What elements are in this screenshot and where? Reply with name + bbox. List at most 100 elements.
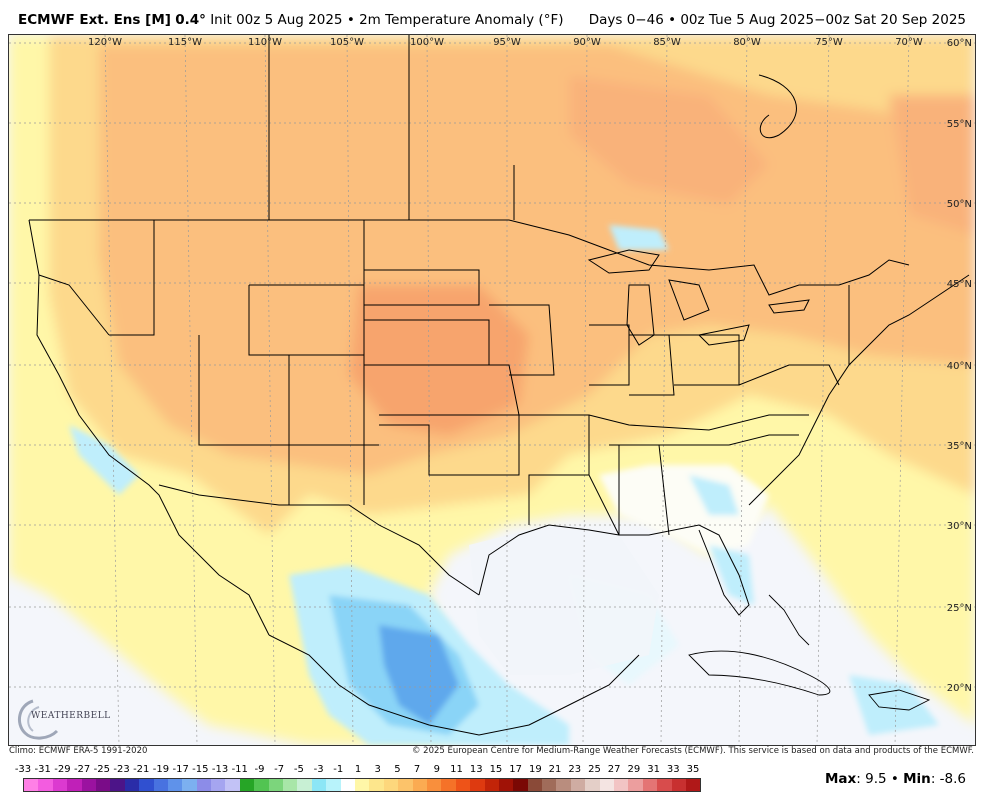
scale-swatch (326, 779, 341, 791)
scale-swatch (642, 779, 658, 791)
scale-swatch (628, 779, 643, 791)
scale-label: -15 (192, 764, 209, 775)
model-resolution: 0.4° (175, 12, 206, 28)
scale-label: -5 (293, 764, 304, 775)
stats-bullet: • (886, 771, 904, 787)
scale-swatch (124, 779, 140, 791)
svg-text:40°N: 40°N (947, 361, 972, 372)
scale-swatch (470, 779, 485, 791)
title-bullet-2: • (668, 12, 677, 28)
scale-label: 1 (354, 764, 362, 775)
scale-swatch (38, 779, 53, 791)
scale-label: -23 (113, 764, 130, 775)
scale-swatch (167, 779, 183, 791)
political-boundaries (28, 35, 970, 736)
scale-label: -33 (14, 764, 32, 775)
svg-text:75°W: 75°W (815, 37, 843, 48)
color-scale-labels: -33 -31 -29 -27 -25 -23 -21 -19 -17 -15 -13 -11 -9 -7… (14, 764, 714, 776)
init-time: Init 00z 5 Aug 2025 (210, 12, 343, 28)
scale-swatch (599, 779, 615, 791)
scale-swatch (513, 779, 528, 791)
scale-swatch (614, 779, 629, 791)
anomaly-field (9, 35, 975, 745)
scale-swatch (67, 779, 82, 791)
scale-label: -1 (333, 764, 344, 775)
weatherbell-logo: WEATHERBELL (13, 697, 110, 741)
min-value: : -8.6 (930, 771, 966, 787)
map-title: ECMWF Ext. Ens [M] 0.4° Init 00z 5 Aug 2… (18, 12, 564, 28)
svg-text:95°W: 95°W (493, 37, 521, 48)
scale-label: -25 (93, 764, 110, 775)
svg-text:80°W: 80°W (733, 37, 761, 48)
scale-label: 27 (607, 764, 621, 775)
valid-range: 00z Tue 5 Aug 2025−00z Sat 20 Sep 2025 (680, 12, 966, 28)
max-min-stats: Max: 9.5 • Min: -8.6 (825, 771, 966, 787)
svg-text:105°W: 105°W (330, 37, 364, 48)
scale-label: 15 (489, 764, 503, 775)
svg-text:70°W: 70°W (895, 37, 923, 48)
scale-swatch (340, 779, 355, 791)
svg-text:115°W: 115°W (168, 37, 202, 48)
scale-label: 11 (450, 764, 463, 775)
scale-swatch (153, 779, 168, 791)
scale-label: -29 (54, 764, 71, 775)
scale-label: 13 (469, 764, 483, 775)
svg-text:60°N: 60°N (947, 38, 972, 49)
logo-text: WEATHERBELL (31, 711, 111, 721)
latitude-labels: 60°N 55°N 50°N 45°N 40°N 35°N 30°N 25°N … (947, 38, 972, 694)
model-name: ECMWF Ext. Ens [M] (18, 12, 171, 28)
scale-swatch (297, 779, 312, 791)
anomaly-map[interactable]: 120°W 115°W 110°W 105°W 100°W 95°W 90°W … (8, 34, 976, 746)
longitude-labels: 120°W 115°W 110°W 105°W 100°W 95°W 90°W … (88, 37, 923, 48)
scale-swatch (239, 779, 255, 791)
scale-label: 31 (647, 764, 660, 775)
scale-label: -21 (133, 764, 150, 775)
scale-label: 9 (433, 764, 440, 775)
max-value: : 9.5 (856, 771, 887, 787)
scale-label: -7 (274, 764, 285, 775)
scale-swatch (455, 779, 471, 791)
svg-text:50°N: 50°N (947, 199, 972, 210)
scale-label: -31 (34, 764, 51, 775)
scale-label: 33 (666, 764, 680, 775)
scale-label: 19 (528, 764, 542, 775)
max-label: Max (825, 771, 857, 787)
scale-swatch (311, 779, 327, 791)
scale-swatch (268, 779, 284, 791)
scale-swatch (182, 779, 197, 791)
scale-label: -11 (231, 764, 248, 775)
gulf-of-mexico (469, 525, 659, 675)
scale-swatch (225, 779, 240, 791)
weatherbell-swirl-icon (17, 699, 59, 740)
scale-swatch (441, 779, 456, 791)
scale-swatch (369, 779, 384, 791)
svg-text:35°N: 35°N (947, 441, 972, 452)
svg-text:90°W: 90°W (573, 37, 601, 48)
caribbean-islands (688, 594, 931, 711)
scale-label: -9 (254, 764, 265, 775)
scale-swatch (81, 779, 96, 791)
scale-label: -19 (152, 764, 170, 775)
scale-swatch (685, 779, 701, 791)
scale-swatch (139, 779, 154, 791)
scale-label: 7 (413, 764, 421, 775)
scale-swatch (498, 779, 514, 791)
svg-text:20°N: 20°N (947, 683, 972, 694)
climo-note: Climo: ECMWF ERA-5 1991-2020 (9, 746, 148, 756)
scale-swatch (671, 779, 686, 791)
variable-name: 2m Temperature Anomaly (°F) (359, 12, 564, 28)
cool-anomaly-field (69, 225, 939, 745)
min-label: Min (903, 771, 931, 787)
title-bullet: • (346, 12, 355, 28)
valid-period: Days 0−46 • 00z Tue 5 Aug 2025−00z Sat 2… (589, 12, 966, 28)
svg-text:30°N: 30°N (947, 521, 972, 532)
scale-swatch (196, 779, 212, 791)
scale-swatch (412, 779, 427, 791)
scale-swatch (95, 779, 111, 791)
scale-label: -3 (313, 764, 324, 775)
svg-text:25°N: 25°N (947, 603, 972, 614)
scale-label: -27 (73, 764, 91, 775)
scale-swatch (398, 779, 413, 791)
scale-swatch (585, 779, 600, 791)
scale-label: 25 (588, 764, 601, 775)
